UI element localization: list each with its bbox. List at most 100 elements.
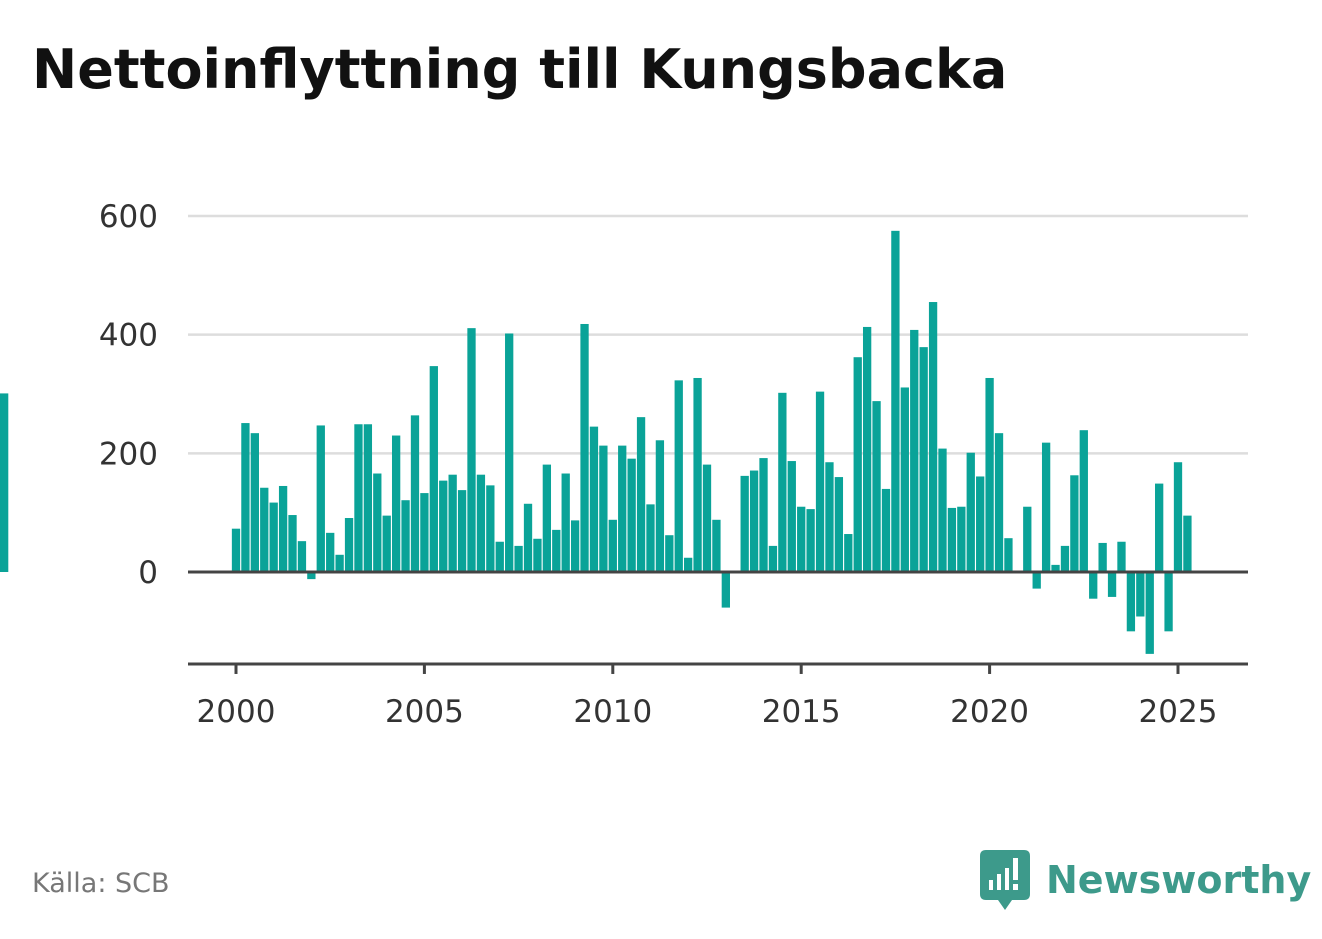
source-note: Källa: SCB — [32, 868, 170, 899]
bar — [344, 518, 354, 572]
bar — [1173, 462, 1183, 572]
bar — [1098, 542, 1107, 572]
bar — [834, 477, 844, 572]
bar — [505, 333, 514, 572]
bar — [1126, 572, 1136, 632]
bar — [288, 515, 297, 572]
bar — [749, 470, 759, 572]
bar — [674, 380, 683, 572]
bar — [702, 464, 712, 572]
bar — [316, 425, 325, 572]
bar — [693, 377, 702, 572]
bar — [1155, 483, 1164, 572]
bar — [778, 392, 787, 572]
bar — [448, 474, 457, 572]
bar — [457, 490, 467, 572]
bar — [278, 485, 288, 572]
bar — [928, 302, 938, 572]
bar — [1136, 572, 1145, 617]
bar — [1023, 506, 1032, 572]
bar — [787, 461, 796, 572]
bar — [439, 480, 448, 572]
bar — [608, 519, 617, 572]
y-tick-label: 400 — [99, 318, 158, 354]
bar — [269, 502, 278, 572]
bar — [797, 506, 806, 572]
bar — [420, 493, 429, 572]
bar — [401, 500, 410, 572]
gridlines — [188, 214, 1248, 455]
bar — [655, 440, 665, 572]
bar — [307, 572, 316, 580]
bar — [533, 538, 542, 572]
bar — [740, 475, 749, 572]
bar — [495, 541, 504, 572]
bar — [1183, 515, 1192, 572]
bar — [250, 433, 259, 572]
bar — [429, 366, 438, 572]
bar — [881, 488, 891, 572]
bar — [872, 401, 881, 572]
bar — [947, 507, 957, 572]
bar — [1060, 545, 1070, 572]
bar — [561, 473, 570, 572]
bar — [231, 528, 241, 572]
bar — [938, 448, 947, 572]
bar — [957, 506, 966, 572]
bar — [354, 424, 363, 572]
bar — [806, 509, 815, 572]
bar — [891, 230, 900, 572]
bar — [712, 519, 721, 572]
y-tick-label: 0 — [138, 555, 158, 591]
bar — [1164, 572, 1173, 632]
bar — [684, 557, 693, 572]
bar — [241, 423, 250, 572]
bar — [985, 377, 994, 572]
x-tick-label: 2020 — [950, 694, 1029, 730]
bar — [665, 535, 674, 572]
bar — [260, 487, 269, 572]
bars — [0, 230, 1192, 654]
x-tick-label: 2025 — [1139, 694, 1218, 730]
bar — [382, 515, 391, 572]
x-tick-label: 2010 — [573, 694, 652, 730]
bar — [976, 476, 985, 572]
bar — [862, 326, 872, 572]
bar — [1051, 564, 1060, 572]
x-tick-label: 2005 — [385, 694, 464, 730]
bar — [486, 485, 495, 572]
bar — [1089, 572, 1098, 599]
bar — [410, 415, 420, 572]
bar — [335, 554, 344, 572]
bar-chart: 0 200 400 600 2000 2005 2010 2015 2020 2025 — [0, 199, 1248, 730]
y-axis-ticks: 0 200 400 600 — [99, 199, 158, 591]
brand-logo[interactable]: Newsworthy — [980, 850, 1311, 910]
bar — [1145, 572, 1154, 654]
brand-name: Newsworthy — [1046, 858, 1312, 902]
bar — [599, 445, 608, 572]
bar — [900, 387, 909, 572]
bar — [542, 464, 552, 572]
bar — [627, 458, 636, 572]
bar — [759, 458, 768, 572]
newsworthy-logo-icon — [980, 850, 1030, 910]
bar — [646, 504, 655, 572]
bar — [476, 474, 486, 572]
bar — [373, 473, 382, 572]
bar — [853, 357, 862, 572]
bar — [768, 545, 778, 572]
bar — [391, 435, 401, 572]
bar — [1079, 430, 1088, 572]
bar — [966, 452, 975, 572]
bar — [580, 323, 589, 572]
bar — [1032, 572, 1041, 589]
bar — [1117, 541, 1126, 572]
bar — [363, 424, 373, 572]
bar — [0, 393, 9, 572]
bar — [514, 545, 523, 572]
y-tick-label: 200 — [99, 436, 158, 472]
bar — [1107, 572, 1117, 597]
bar — [589, 426, 599, 572]
bar — [297, 541, 307, 572]
bar — [1070, 475, 1079, 572]
